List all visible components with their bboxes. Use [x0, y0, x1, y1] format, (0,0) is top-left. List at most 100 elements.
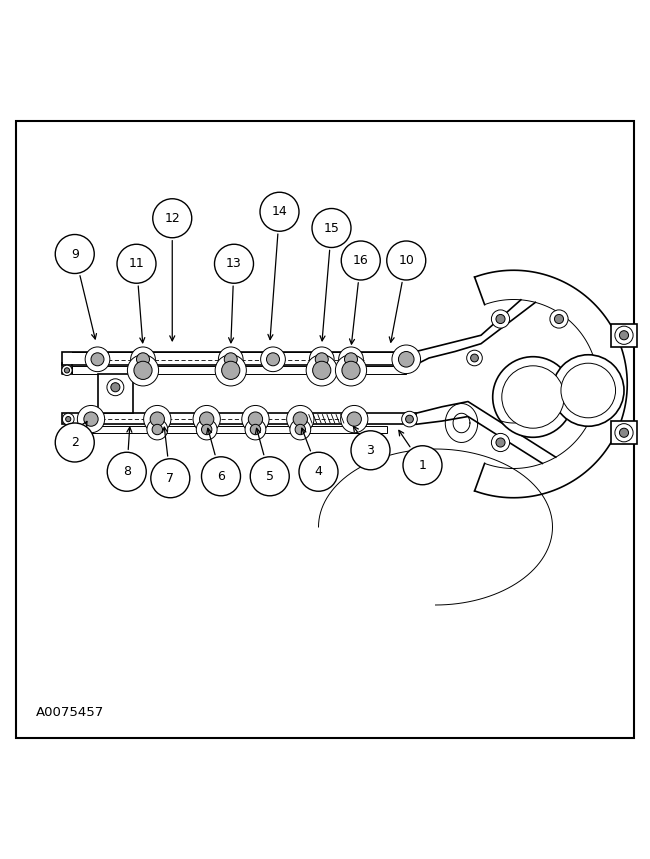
Circle shape — [193, 405, 220, 433]
Circle shape — [341, 405, 368, 433]
Circle shape — [250, 457, 289, 496]
Circle shape — [351, 431, 390, 470]
Circle shape — [131, 347, 155, 372]
Circle shape — [62, 413, 74, 425]
Circle shape — [467, 350, 482, 366]
Circle shape — [117, 244, 156, 283]
Text: 14: 14 — [272, 205, 287, 218]
Text: 4: 4 — [315, 466, 322, 478]
Text: 8: 8 — [123, 466, 131, 478]
Circle shape — [615, 423, 633, 442]
Circle shape — [406, 415, 413, 423]
Circle shape — [250, 424, 261, 435]
FancyBboxPatch shape — [72, 367, 406, 375]
Circle shape — [152, 424, 162, 435]
Circle shape — [202, 424, 212, 435]
Circle shape — [77, 405, 105, 433]
Circle shape — [347, 412, 361, 426]
Text: 3: 3 — [367, 444, 374, 457]
Circle shape — [496, 438, 505, 447]
Circle shape — [491, 434, 510, 452]
Text: 9: 9 — [71, 247, 79, 260]
Circle shape — [224, 353, 237, 366]
Circle shape — [218, 347, 243, 372]
Circle shape — [341, 241, 380, 280]
Circle shape — [261, 347, 285, 372]
Text: 11: 11 — [129, 257, 144, 271]
Circle shape — [392, 345, 421, 374]
Circle shape — [290, 419, 311, 440]
FancyBboxPatch shape — [62, 413, 416, 424]
Circle shape — [62, 365, 72, 375]
Circle shape — [134, 362, 152, 380]
Circle shape — [84, 412, 98, 426]
Circle shape — [55, 423, 94, 462]
Circle shape — [342, 362, 360, 380]
Circle shape — [287, 405, 314, 433]
Circle shape — [111, 383, 120, 392]
Circle shape — [471, 354, 478, 362]
Circle shape — [561, 363, 616, 417]
Circle shape — [215, 355, 246, 386]
Text: 15: 15 — [324, 222, 339, 235]
Text: 13: 13 — [226, 257, 242, 271]
FancyBboxPatch shape — [611, 421, 637, 444]
Circle shape — [293, 412, 307, 426]
Circle shape — [313, 362, 331, 380]
Circle shape — [315, 353, 328, 366]
Circle shape — [306, 355, 337, 386]
Circle shape — [202, 457, 240, 496]
Circle shape — [339, 347, 363, 372]
Circle shape — [295, 424, 306, 435]
Circle shape — [150, 412, 164, 426]
FancyBboxPatch shape — [611, 324, 637, 347]
Circle shape — [144, 405, 171, 433]
Circle shape — [552, 355, 624, 426]
Circle shape — [619, 331, 629, 340]
Circle shape — [222, 362, 240, 380]
Text: A0075457: A0075457 — [36, 706, 104, 719]
Circle shape — [344, 353, 358, 366]
Circle shape — [66, 417, 71, 422]
FancyBboxPatch shape — [62, 351, 416, 364]
Text: 12: 12 — [164, 212, 180, 225]
Circle shape — [214, 244, 254, 283]
Circle shape — [619, 428, 629, 437]
Circle shape — [266, 353, 280, 366]
Text: 6: 6 — [217, 470, 225, 483]
Text: 1: 1 — [419, 459, 426, 472]
Circle shape — [260, 192, 299, 231]
Circle shape — [64, 368, 70, 373]
Circle shape — [245, 419, 266, 440]
Circle shape — [127, 355, 159, 386]
Circle shape — [107, 379, 124, 396]
Circle shape — [248, 412, 263, 426]
Circle shape — [496, 314, 505, 324]
Text: 5: 5 — [266, 470, 274, 483]
Circle shape — [200, 412, 214, 426]
Circle shape — [196, 419, 217, 440]
Circle shape — [136, 353, 150, 366]
Circle shape — [91, 353, 104, 366]
Circle shape — [550, 310, 568, 328]
Circle shape — [502, 366, 564, 428]
Text: 2: 2 — [71, 436, 79, 449]
Text: 10: 10 — [398, 254, 414, 267]
Circle shape — [85, 347, 110, 372]
Circle shape — [403, 446, 442, 484]
Circle shape — [151, 459, 190, 497]
Circle shape — [335, 355, 367, 386]
Circle shape — [312, 209, 351, 247]
Circle shape — [402, 411, 417, 427]
Circle shape — [491, 310, 510, 328]
Circle shape — [493, 356, 573, 437]
Text: 16: 16 — [353, 254, 369, 267]
Circle shape — [153, 198, 192, 238]
Circle shape — [398, 351, 414, 367]
FancyBboxPatch shape — [98, 375, 133, 413]
Circle shape — [299, 452, 338, 491]
Circle shape — [242, 405, 269, 433]
Circle shape — [55, 235, 94, 273]
Circle shape — [387, 241, 426, 280]
Circle shape — [309, 347, 334, 372]
